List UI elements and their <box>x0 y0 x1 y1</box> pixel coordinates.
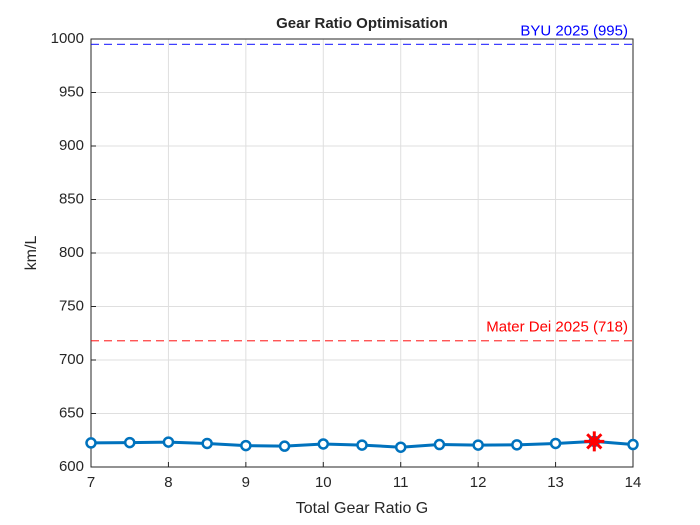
best-marker <box>584 431 605 452</box>
data-point <box>511 439 523 451</box>
data-point <box>240 439 252 452</box>
x-tick-label: 10 <box>315 474 332 491</box>
chart-title: Gear Ratio Optimisation <box>276 15 448 32</box>
x-axis-label: Total Gear Ratio G <box>296 500 429 517</box>
x-tick-label: 12 <box>470 474 487 491</box>
data-point <box>472 439 484 451</box>
x-tick-label: 13 <box>547 474 564 491</box>
data-point <box>123 436 136 449</box>
x-tick-label: 7 <box>87 474 95 491</box>
x-tick-label: 8 <box>164 474 172 491</box>
y-tick-label: 600 <box>59 458 84 475</box>
data-point <box>356 439 368 451</box>
data-point <box>394 441 407 453</box>
y-tick-label: 1000 <box>51 30 84 47</box>
data-point <box>162 436 175 448</box>
y-tick-label: 750 <box>59 297 84 314</box>
reference-label: BYU 2025 (995) <box>520 22 628 39</box>
data-point <box>201 437 213 450</box>
y-tick-label: 950 <box>59 83 84 100</box>
y-tick-label: 700 <box>59 351 84 368</box>
data-point <box>627 438 639 451</box>
y-axis-label: km/L <box>23 236 40 271</box>
reference-label: Mater Dei 2025 (718) <box>486 319 628 336</box>
y-tick-label: 900 <box>59 137 84 154</box>
x-tick-label: 11 <box>393 474 409 491</box>
y-tick-label: 650 <box>59 404 84 421</box>
data-point <box>85 437 97 449</box>
y-tick-label: 850 <box>59 190 84 207</box>
x-tick-label: 14 <box>625 474 642 491</box>
y-tick-label: 800 <box>59 244 84 261</box>
plot-frame <box>90 38 634 468</box>
x-tick-label: 9 <box>242 474 250 491</box>
data-point <box>433 438 446 451</box>
data-point <box>278 440 291 452</box>
data-point <box>317 438 330 450</box>
data-point <box>549 437 562 450</box>
